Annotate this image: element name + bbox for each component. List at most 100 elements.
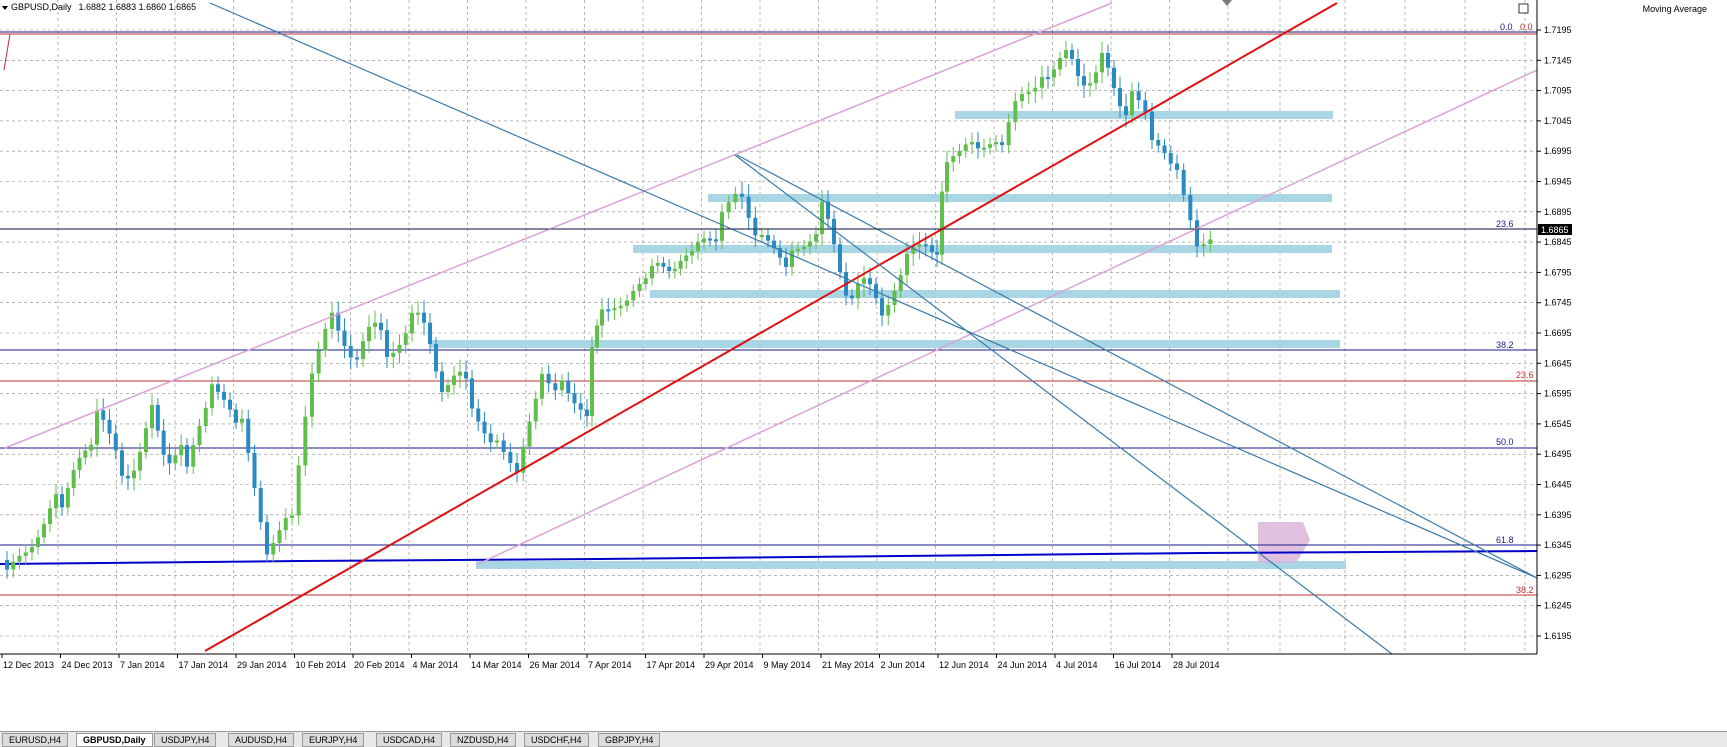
dropdown-icon[interactable] [2, 5, 8, 10]
candle-body [1046, 77, 1050, 80]
price-axis[interactable]: 1.7195 1.7145 1.7095 1.7045 1.6995 1.6945 1.68… [0, 0, 1572, 655]
tab-gbpjpy-h4[interactable]: GBPJPY,H4 [598, 733, 661, 747]
candle-body [191, 445, 196, 467]
candle-body [185, 445, 189, 467]
candle-body [120, 450, 124, 476]
candle-body [252, 452, 257, 489]
candle-body [210, 384, 214, 408]
candle-body [637, 284, 642, 291]
candle-body [753, 217, 758, 236]
candle-body [501, 440, 506, 452]
candle-body [1006, 122, 1011, 146]
fib-label: 0.0 [1520, 22, 1533, 32]
candle-body [976, 142, 980, 149]
indicator-close-box [1518, 3, 1529, 14]
price-tick-label: 1.6195 [1544, 631, 1572, 641]
zone [633, 245, 1332, 253]
candle-body [808, 241, 812, 247]
price-chart[interactable]: 0.0 0.0 23.6 38.2 23.6 50.0 61.8 38.2 1.… [0, 0, 1727, 731]
candle-body [17, 555, 22, 562]
tab-eurusd-h4[interactable]: EURUSD,H4 [2, 733, 69, 747]
candle-body [566, 380, 571, 394]
tab-usdjpy-h4[interactable]: USDJPY,H4 [154, 733, 217, 747]
candle-body [440, 371, 444, 393]
current-price-label: 1.6865 [1541, 225, 1569, 235]
price-tick-label: 1.7095 [1544, 86, 1572, 96]
candle-body [30, 547, 34, 553]
price-tick-label: 1.6245 [1544, 601, 1572, 611]
candle-body [71, 470, 76, 489]
candle-body [1052, 69, 1056, 78]
candle-body [373, 322, 377, 327]
candle-body [702, 238, 706, 243]
fib-label: 23.6 [1516, 370, 1534, 380]
candle-body [930, 245, 934, 253]
candle-body [452, 375, 456, 385]
tab-usdcad-h4[interactable]: USDCAD,H4 [376, 733, 443, 747]
candle-body [1064, 49, 1068, 59]
candle-body [1162, 145, 1167, 154]
candle-body [60, 494, 64, 508]
price-tick-label: 1.6495 [1544, 449, 1572, 459]
candle-body [560, 380, 564, 391]
candle-body [940, 191, 944, 255]
candle-body [667, 266, 672, 272]
candle-body [963, 144, 968, 152]
price-tick-label: 1.6795 [1544, 267, 1572, 277]
price-tick-label: 1.6895 [1544, 207, 1572, 217]
candle-body [1106, 53, 1110, 68]
symbol-label: GBPUSD,Daily [11, 2, 72, 12]
moving-average-line [0, 550, 1538, 565]
date-tick-label: 28 Jul 2014 [1173, 660, 1220, 670]
candle-body [434, 344, 438, 372]
candle-body [892, 291, 897, 305]
candle-body [838, 244, 842, 273]
candle-body [1156, 139, 1161, 146]
candle-body [862, 278, 866, 284]
candle-body [1040, 77, 1044, 88]
trend-line-red [204, 2, 1338, 652]
candle-body [95, 410, 99, 445]
candle-body [173, 455, 178, 464]
candle-body [397, 344, 402, 353]
candle-body [179, 445, 184, 456]
candle-body [898, 275, 903, 292]
zone [430, 340, 1340, 348]
current-price-marker [1538, 224, 1572, 235]
candle-body [540, 373, 544, 399]
fib-label: 50.0 [1496, 437, 1514, 447]
candle-body [83, 450, 88, 458]
candle-body [1026, 91, 1031, 95]
candle-body [1175, 163, 1179, 170]
candle-body [355, 357, 359, 360]
tab-usdchf-h4[interactable]: USDCHF,H4 [524, 733, 589, 747]
tab-gbpusd-daily[interactable]: GBPUSD,Daily [76, 733, 153, 747]
candle-body [403, 333, 408, 345]
date-tick-label: 7 Jan 2014 [120, 660, 165, 670]
zone [650, 290, 1340, 298]
candle-body [89, 444, 94, 451]
candle-body [1082, 76, 1086, 86]
date-tick-label: 4 Jul 2014 [1056, 660, 1098, 670]
candle-body [203, 407, 208, 427]
price-tick-label: 1.6645 [1544, 358, 1572, 368]
candle-body [655, 262, 660, 266]
tab-audusd-h4[interactable]: AUDUSD,H4 [228, 733, 295, 747]
candle-body [585, 409, 589, 416]
candle-body [733, 193, 738, 203]
candle-body [1100, 53, 1104, 73]
fib-label: 38.2 [1516, 585, 1534, 595]
tab-eurjpy-h4[interactable]: EURJPY,H4 [302, 733, 365, 747]
candle-body [600, 309, 604, 326]
date-tick-label: 14 Mar 2014 [471, 660, 522, 670]
candle-body [132, 470, 136, 479]
candle-body [802, 246, 806, 250]
candle-body [1013, 101, 1018, 123]
tab-nzdusd-h4[interactable]: NZDUSD,H4 [450, 733, 516, 747]
candle-body [1208, 239, 1213, 245]
date-tick-label: 16 Jul 2014 [1115, 660, 1162, 670]
indicator-label[interactable]: Moving Average [1642, 4, 1707, 14]
candle-body [482, 421, 487, 434]
candle-body [868, 278, 872, 285]
candle-body [379, 322, 383, 331]
